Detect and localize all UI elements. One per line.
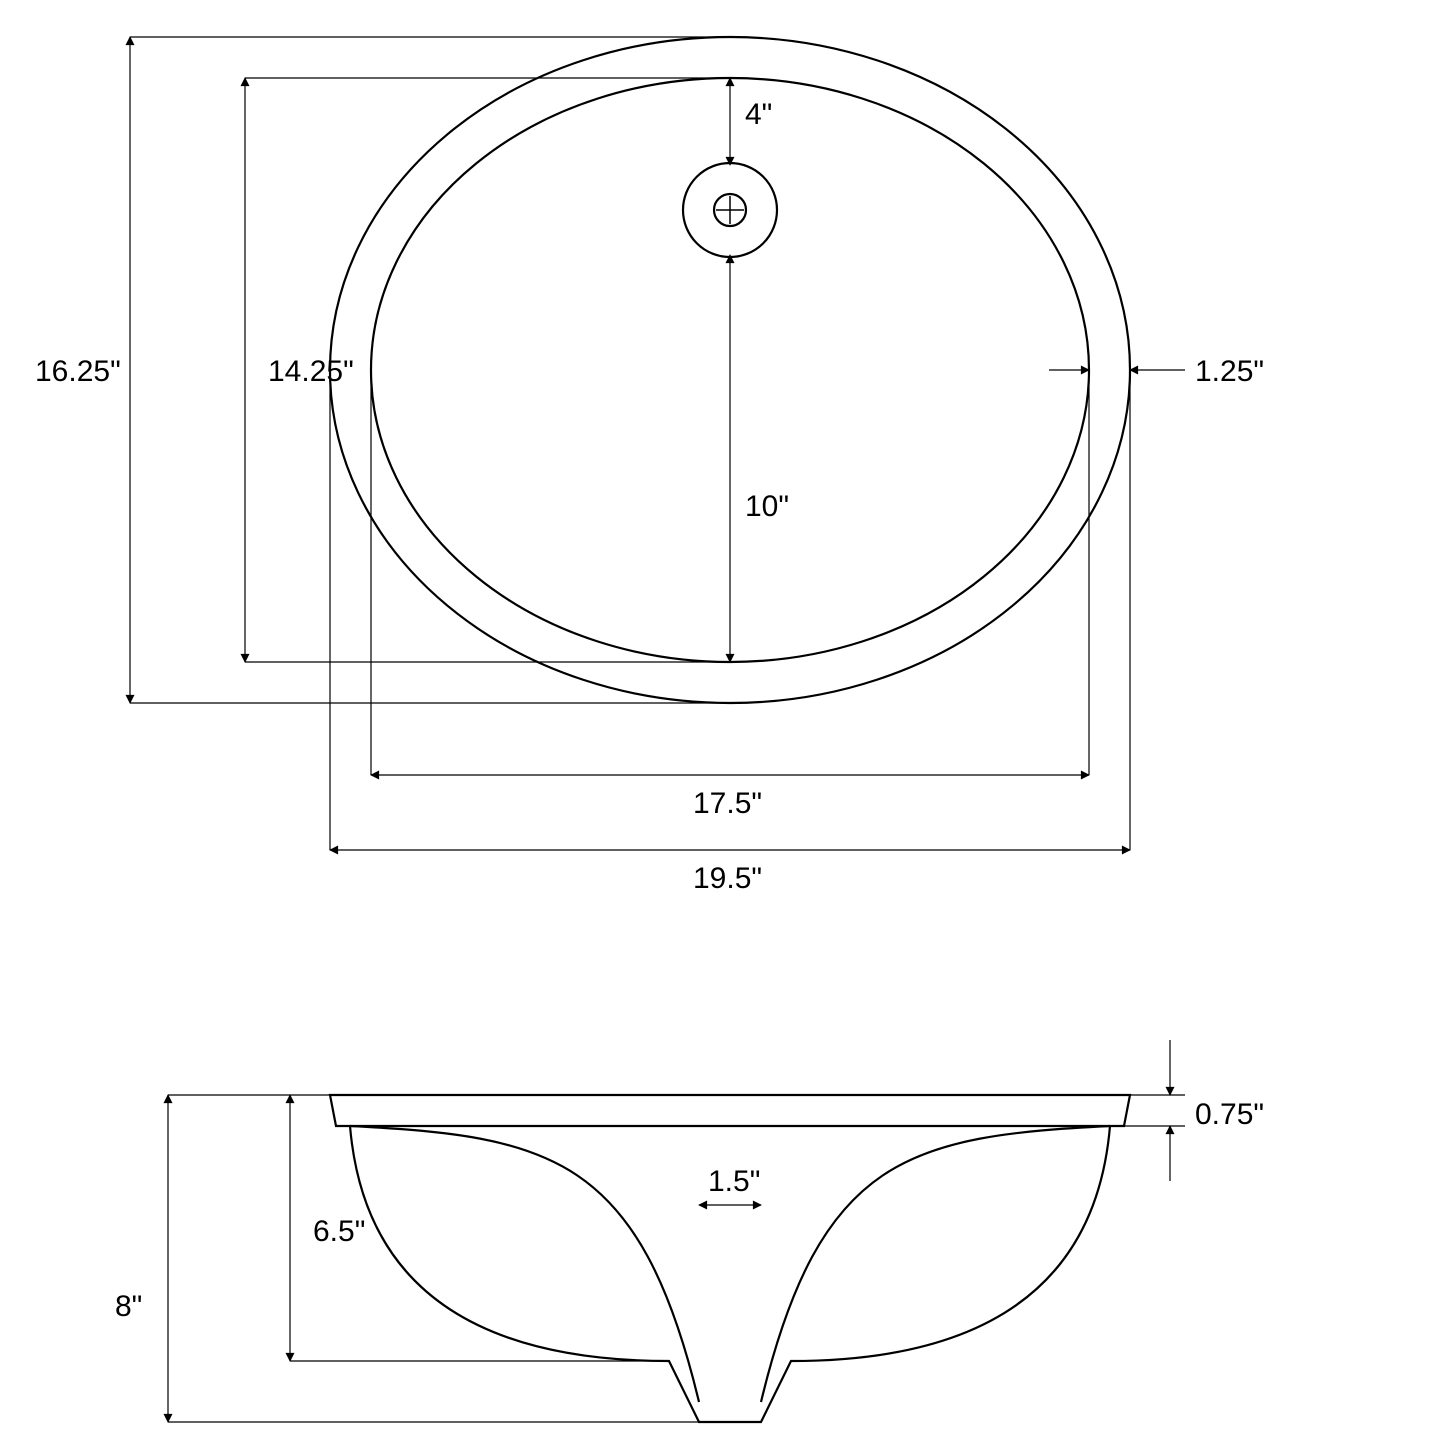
dim-bowl-height: 6.5" xyxy=(313,1215,365,1249)
dim-rim-thickness: 1.25" xyxy=(1195,355,1264,389)
drawing-svg xyxy=(0,0,1445,1445)
dim-drain-offset: 4" xyxy=(745,98,772,132)
dim-center-depth: 10" xyxy=(745,490,789,524)
dim-inner-width: 17.5" xyxy=(693,787,762,821)
technical-drawing-canvas: 16.25" 14.25" 19.5" 17.5" 1.25" 10" 4" 8… xyxy=(0,0,1445,1445)
dim-drain-width: 1.5" xyxy=(708,1165,760,1199)
dim-outer-height: 16.25" xyxy=(35,355,121,389)
dim-lip-height: 0.75" xyxy=(1195,1098,1264,1132)
dim-outer-width: 19.5" xyxy=(693,862,762,896)
dim-full-height: 8" xyxy=(115,1290,142,1324)
dim-inner-height: 14.25" xyxy=(268,355,354,389)
